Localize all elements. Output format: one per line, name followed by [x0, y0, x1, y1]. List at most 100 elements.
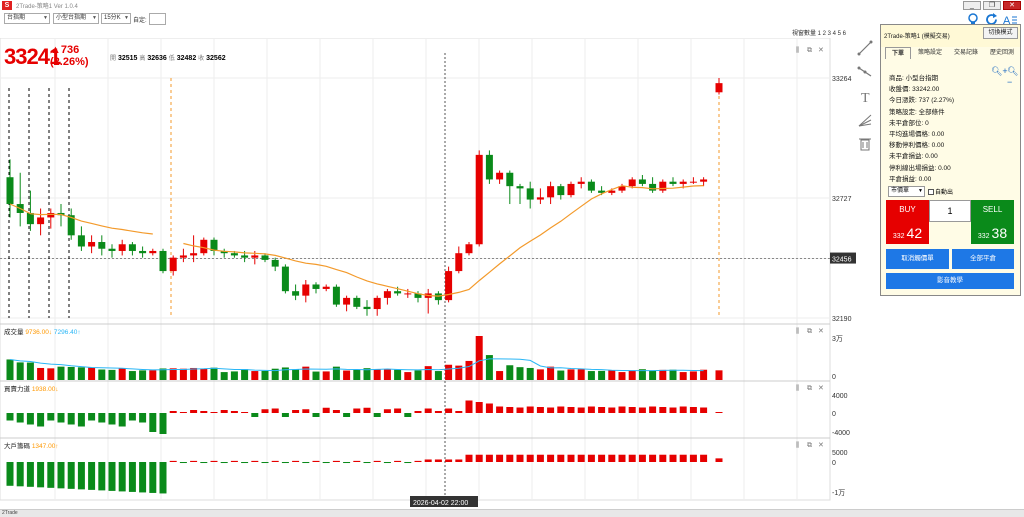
force-bar: [312, 413, 320, 417]
chart-frame: [0, 38, 831, 501]
chevron-down-icon: ▼: [918, 188, 923, 194]
big-bar: [598, 454, 606, 462]
trash-icon[interactable]: [855, 136, 875, 156]
candle: [414, 293, 422, 298]
close-all-positions-button[interactable]: 全部平倉: [952, 249, 1014, 269]
volume-ma-value: 7296.40↑: [53, 329, 81, 336]
switch-mode-button[interactable]: 切換模式: [983, 27, 1018, 39]
tab-strategy-settings[interactable]: 策略設定: [917, 50, 942, 56]
volume-bar: [475, 336, 483, 380]
info-product: 商品: 小型台指期: [889, 75, 939, 82]
volume-bar: [669, 369, 677, 380]
contract-select-value: 小型台指期: [56, 15, 87, 21]
font-size-icon[interactable]: A: [1003, 13, 1017, 27]
candle: [363, 306, 371, 310]
volume-bar: [77, 367, 85, 380]
lightbulb-icon[interactable]: [966, 13, 980, 27]
volume-bar: [485, 355, 493, 380]
big-bar: [271, 460, 279, 462]
svg-text:A: A: [1003, 15, 1011, 26]
current-price-label: 32456: [832, 257, 852, 264]
custom-label: 自定:: [133, 18, 147, 24]
force-bar: [567, 407, 575, 413]
sell-button[interactable]: SELL 332 38: [971, 200, 1014, 244]
volume-bar: [179, 368, 187, 380]
settings-icon: ⫼: [796, 327, 799, 335]
price-change-points: ▲736: [50, 44, 80, 56]
candle: [292, 291, 300, 296]
detach-icon: ⧉: [807, 47, 812, 54]
candle: [598, 190, 606, 193]
trendline-tool-icon[interactable]: [855, 40, 875, 60]
cancel-trigger-order-button[interactable]: 取消觸價單: [886, 249, 949, 269]
detach-icon: ⧉: [807, 385, 812, 392]
market-select[interactable]: 台指期 ▼: [4, 13, 50, 24]
order-type-select[interactable]: 市價單 ▼: [888, 186, 925, 197]
contract-select[interactable]: 小型台指期 ▼: [53, 13, 99, 24]
sell-price: 332 38: [971, 225, 1014, 241]
tab-trade-records[interactable]: 交易記錄: [953, 50, 978, 56]
candle: [37, 217, 45, 225]
refresh-icon[interactable]: [984, 13, 998, 27]
candle: [618, 186, 626, 191]
candle: [271, 259, 279, 267]
big-bar: [404, 462, 412, 464]
high-value: 32636: [147, 55, 167, 62]
volume-bar: [332, 366, 340, 380]
big-bar: [343, 462, 351, 464]
zoom-out-icon[interactable]: 🔍︎−: [1007, 66, 1019, 87]
force-bar: [57, 413, 65, 423]
force-bar: [241, 412, 249, 413]
minimize-button[interactable]: _: [963, 1, 981, 10]
app-logo-icon: S: [2, 1, 12, 10]
custom-input[interactable]: [149, 13, 166, 25]
fan-tool-icon[interactable]: [855, 112, 875, 132]
force-bar: [302, 409, 310, 413]
buy-price-suffix: 42: [906, 225, 923, 241]
volume-bar: [679, 372, 687, 380]
last-price: 33241: [4, 44, 61, 69]
force-bar: [547, 407, 555, 413]
window-count-selector[interactable]: 視窗數量 1 2 3 4 5 6: [792, 31, 847, 37]
candle: [251, 255, 259, 258]
interval-select[interactable]: 15分K ▼: [101, 13, 131, 24]
big-bar: [547, 454, 555, 462]
close-button[interactable]: ✕: [1003, 1, 1021, 10]
detach-icon: ⧉: [807, 442, 812, 449]
video-tutorial-button[interactable]: 影音教學: [886, 273, 1014, 289]
force-bar: [659, 407, 667, 413]
volume-bar: [149, 370, 157, 380]
volume-bar: [496, 371, 504, 380]
volume-bar: [98, 369, 106, 380]
tab-order[interactable]: 下單: [885, 47, 911, 59]
volume-bar: [200, 368, 208, 380]
quantity-input[interactable]: 1: [929, 200, 971, 222]
volume-ma-line: [9, 358, 704, 372]
sell-price-prefix: 332: [977, 233, 990, 240]
force-bar: [700, 407, 708, 413]
volume-bar: [659, 369, 667, 380]
force-bar: [210, 412, 218, 413]
force-bar: [373, 413, 381, 417]
force-tick: 0: [832, 411, 836, 418]
force-bar: [414, 411, 422, 413]
volume-bar: [557, 370, 565, 380]
auto-exit-checkbox[interactable]: 自動出: [928, 187, 953, 196]
candle: [261, 255, 269, 260]
info-close: 收盤價: 33242.00: [889, 86, 940, 94]
volume-tick: 0: [832, 374, 836, 381]
maximize-button[interactable]: ❐: [983, 1, 1001, 10]
buy-button[interactable]: BUY 332 42: [886, 200, 929, 244]
big-bar: [536, 454, 544, 462]
zoom-in-icon[interactable]: 🔍︎+: [991, 66, 1008, 76]
volume-bar: [57, 366, 65, 380]
text-tool-icon[interactable]: T: [855, 88, 875, 108]
candlestick-chart[interactable]: 33264 32727 32190 32456 ⫼ ⧉ ✕ ⫼ ⧉ ✕ ⫼ ⧉ ✕ ⫼ ⧉ ✕ 3万 0 4000 0…: [0, 38, 860, 508]
tab-backtest[interactable]: 歷史回測: [989, 50, 1014, 56]
big-bar: [159, 462, 167, 494]
big-bar: [6, 462, 14, 486]
ray-tool-icon[interactable]: [855, 64, 875, 84]
info-tp-line-pl: 停利線出場損益: 0.00: [889, 164, 951, 172]
big-bar: [506, 454, 514, 462]
big-bar: [37, 462, 45, 488]
